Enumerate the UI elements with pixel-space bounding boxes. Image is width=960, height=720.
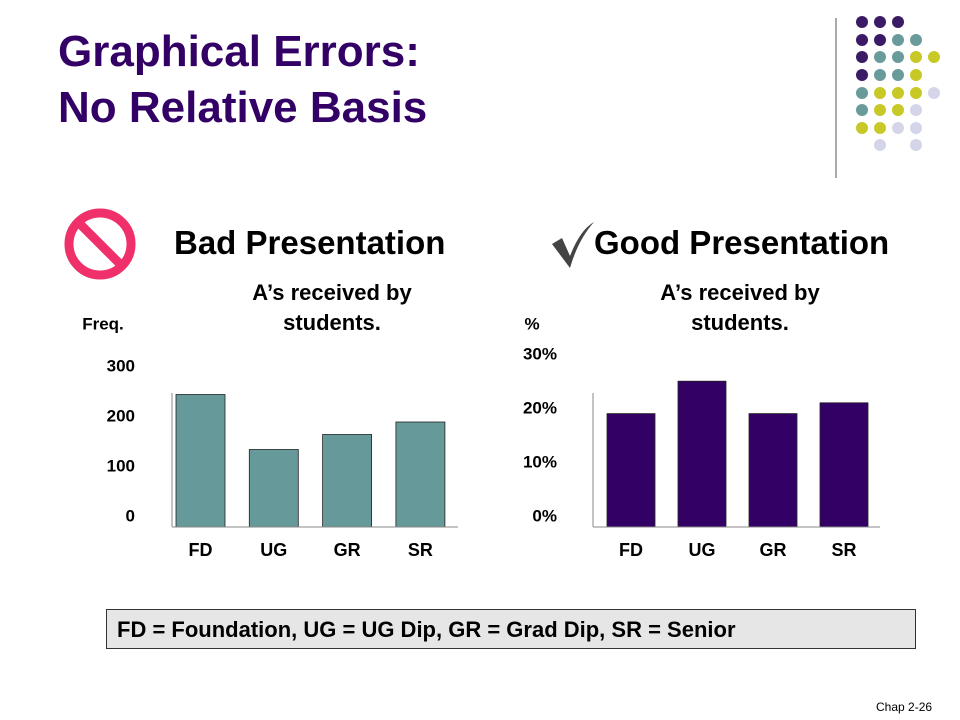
- y-tick-label: 30%: [523, 344, 557, 363]
- dot: [910, 51, 922, 63]
- y-tick-label: 300: [107, 356, 135, 375]
- dot: [910, 87, 922, 99]
- dot: [856, 51, 868, 63]
- title-line: Graphical Errors:: [58, 27, 420, 76]
- bar: [395, 421, 446, 528]
- x-tick-label: GR: [760, 540, 787, 560]
- dot: [856, 104, 868, 116]
- decoration: [856, 16, 940, 151]
- dot: [910, 69, 922, 81]
- dot: [874, 34, 886, 46]
- dot: [910, 122, 922, 134]
- bar: [322, 434, 373, 528]
- dot: [892, 51, 904, 63]
- no-icon: [64, 208, 136, 280]
- y-tick-label: 0: [126, 506, 135, 525]
- y-tick-label: 0%: [532, 506, 557, 525]
- x-tick-label: UG: [260, 540, 287, 560]
- chart-title: A’s received by students.: [252, 280, 412, 335]
- dot: [874, 139, 886, 151]
- dot: [928, 87, 940, 99]
- x-tick-label: UG: [689, 540, 716, 560]
- dot: [874, 87, 886, 99]
- dot: [874, 122, 886, 134]
- y-tick-label: 100: [107, 456, 135, 475]
- y-axis-label: Freq.: [82, 314, 124, 333]
- check-icon: [552, 222, 594, 268]
- y-tick-label: 200: [107, 406, 135, 425]
- x-tick-label: FD: [619, 540, 643, 560]
- panel-label: Bad Presentation: [174, 224, 446, 261]
- bar: [606, 413, 656, 528]
- dot: [874, 16, 886, 28]
- x-tick-label: SR: [408, 540, 433, 560]
- dot: [856, 122, 868, 134]
- dot: [856, 87, 868, 99]
- dot: [892, 34, 904, 46]
- dot: [910, 104, 922, 116]
- panel-label: Good Presentation: [594, 224, 890, 261]
- bar: [819, 402, 869, 528]
- bar: [248, 449, 299, 528]
- dot: [856, 34, 868, 46]
- title-line: No Relative Basis: [58, 83, 428, 132]
- dot: [892, 69, 904, 81]
- y-axis-label: %: [524, 314, 539, 333]
- bar: [175, 394, 226, 528]
- dot: [874, 69, 886, 81]
- dot: [856, 69, 868, 81]
- dot: [874, 104, 886, 116]
- x-tick-label: SR: [831, 540, 856, 560]
- dot: [910, 34, 922, 46]
- no-icon-bar: [74, 218, 126, 270]
- dot: [892, 16, 904, 28]
- bar: [677, 380, 727, 528]
- footer: Chap 2-26: [876, 700, 933, 714]
- dot: [892, 87, 904, 99]
- x-tick-label: GR: [334, 540, 361, 560]
- dot: [892, 104, 904, 116]
- bar: [748, 413, 798, 528]
- dot: [874, 51, 886, 63]
- dot: [892, 122, 904, 134]
- x-tick-label: FD: [189, 540, 213, 560]
- dot: [928, 51, 940, 63]
- note-box: FD = Foundation, UG = UG Dip, GR = Grad …: [106, 609, 916, 649]
- y-tick-label: 20%: [523, 398, 557, 417]
- chart-title: A’s received by students.: [660, 280, 820, 335]
- y-tick-label: 10%: [523, 452, 557, 471]
- dot: [910, 139, 922, 151]
- dot: [856, 16, 868, 28]
- slide-title: Graphical Errors: No Relative Basis: [58, 24, 427, 136]
